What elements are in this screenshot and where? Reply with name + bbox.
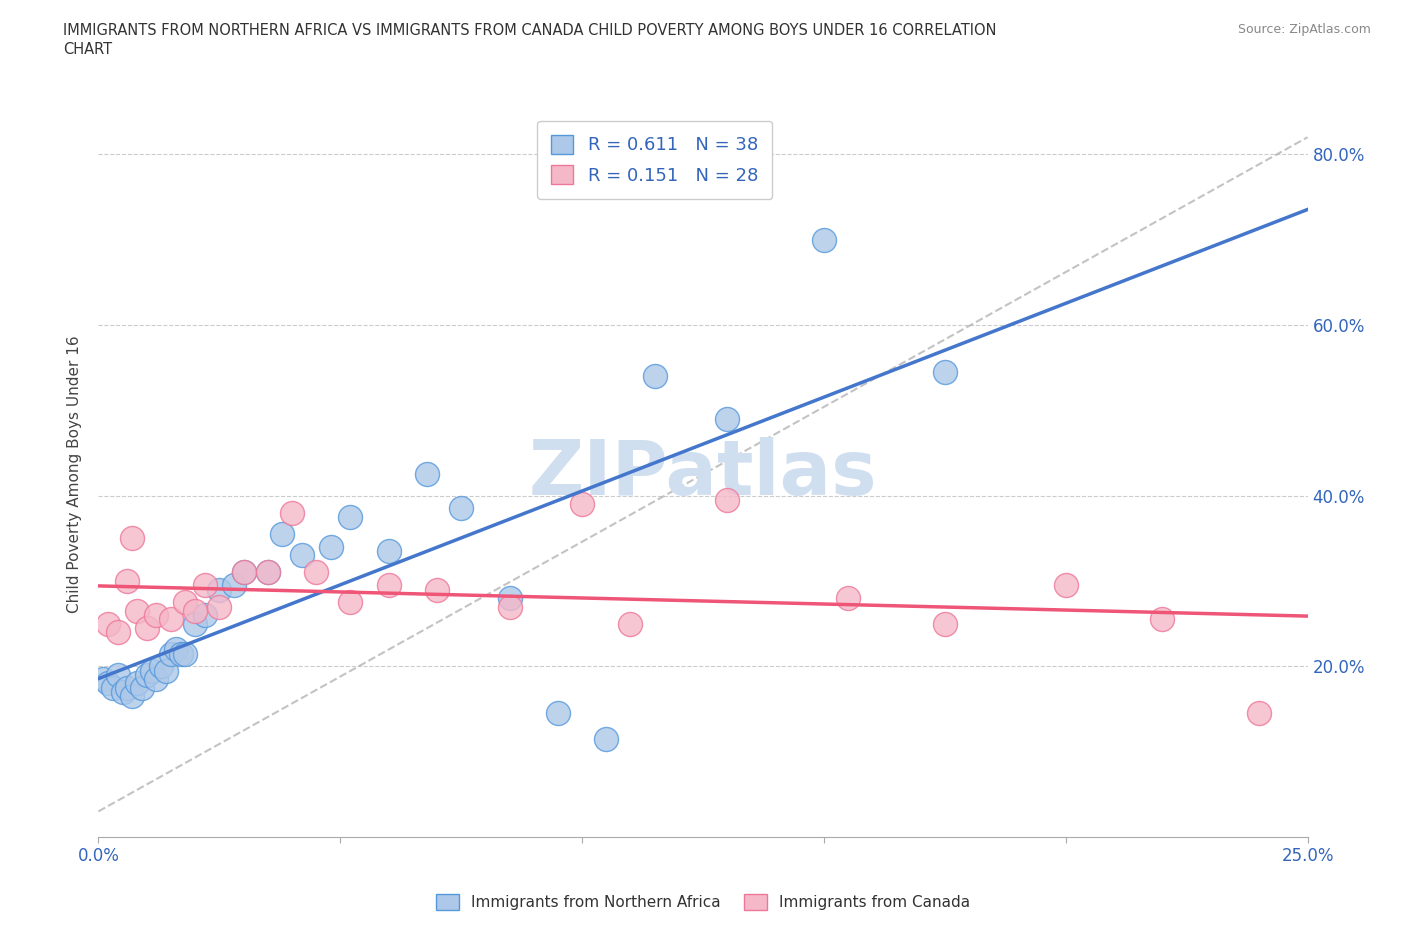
Legend: Immigrants from Northern Africa, Immigrants from Canada: Immigrants from Northern Africa, Immigra… bbox=[429, 886, 977, 918]
Point bbox=[184, 617, 207, 631]
Point bbox=[271, 526, 294, 541]
Point bbox=[934, 365, 956, 379]
Y-axis label: Child Poverty Among Boys Under 16: Child Poverty Among Boys Under 16 bbox=[67, 336, 83, 613]
Point bbox=[498, 599, 520, 614]
Point bbox=[111, 684, 134, 699]
Point bbox=[619, 617, 641, 631]
Point bbox=[1249, 706, 1271, 721]
Point bbox=[281, 505, 304, 520]
Point bbox=[184, 604, 207, 618]
Point bbox=[547, 706, 569, 721]
Point bbox=[145, 671, 167, 686]
Point bbox=[127, 676, 149, 691]
Point bbox=[450, 501, 472, 516]
Point bbox=[339, 595, 361, 610]
Point bbox=[813, 232, 835, 247]
Point bbox=[101, 680, 124, 695]
Point bbox=[256, 565, 278, 580]
Point bbox=[595, 731, 617, 746]
Point bbox=[290, 548, 312, 563]
Point bbox=[145, 607, 167, 622]
Point bbox=[208, 599, 231, 614]
Point bbox=[117, 574, 139, 589]
Point bbox=[174, 646, 197, 661]
Point bbox=[107, 668, 129, 683]
Point bbox=[1054, 578, 1077, 592]
Point bbox=[498, 591, 520, 605]
Text: ZIPatlas: ZIPatlas bbox=[529, 437, 877, 512]
Point bbox=[135, 668, 157, 683]
Point bbox=[222, 578, 245, 592]
Point bbox=[194, 607, 217, 622]
Point bbox=[339, 510, 361, 525]
Point bbox=[716, 493, 738, 508]
Point bbox=[319, 539, 342, 554]
Point bbox=[160, 612, 183, 627]
Point bbox=[117, 680, 139, 695]
Point bbox=[644, 368, 666, 383]
Text: Source: ZipAtlas.com: Source: ZipAtlas.com bbox=[1237, 23, 1371, 36]
Point bbox=[121, 531, 143, 546]
Point bbox=[232, 565, 254, 580]
Point bbox=[91, 671, 114, 686]
Point bbox=[1152, 612, 1174, 627]
Point bbox=[194, 578, 217, 592]
Point bbox=[97, 617, 120, 631]
Point bbox=[377, 578, 399, 592]
Legend: R = 0.611   N = 38, R = 0.151   N = 28: R = 0.611 N = 38, R = 0.151 N = 28 bbox=[537, 121, 772, 199]
Point bbox=[208, 582, 231, 597]
Text: IMMIGRANTS FROM NORTHERN AFRICA VS IMMIGRANTS FROM CANADA CHILD POVERTY AMONG BO: IMMIGRANTS FROM NORTHERN AFRICA VS IMMIG… bbox=[63, 23, 997, 38]
Point bbox=[256, 565, 278, 580]
Point bbox=[934, 617, 956, 631]
Point bbox=[416, 467, 439, 482]
Point bbox=[141, 663, 163, 678]
Point bbox=[232, 565, 254, 580]
Point bbox=[121, 689, 143, 704]
Point bbox=[169, 646, 191, 661]
Point bbox=[305, 565, 328, 580]
Point bbox=[426, 582, 449, 597]
Point bbox=[571, 497, 593, 512]
Point bbox=[377, 544, 399, 559]
Point bbox=[165, 642, 187, 657]
Point bbox=[131, 680, 153, 695]
Point bbox=[716, 411, 738, 426]
Point bbox=[150, 658, 173, 673]
Point bbox=[127, 604, 149, 618]
Point bbox=[174, 595, 197, 610]
Point bbox=[837, 591, 859, 605]
Point bbox=[107, 625, 129, 640]
Point bbox=[160, 646, 183, 661]
Text: CHART: CHART bbox=[63, 42, 112, 57]
Point bbox=[155, 663, 177, 678]
Point bbox=[135, 620, 157, 635]
Point bbox=[97, 676, 120, 691]
